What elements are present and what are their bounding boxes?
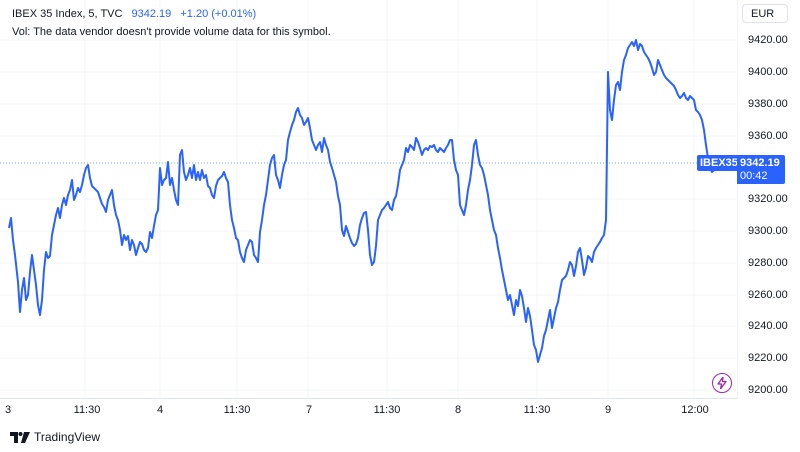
last-price: 9342.19 (131, 8, 172, 20)
price-tick: 9260.00 (748, 289, 788, 301)
last-price-label: 9342.19 00:42 (737, 155, 785, 184)
tradingview-attribution[interactable]: TradingView (10, 428, 100, 446)
price-axis[interactable]: 9420.00 9400.00 9380.00 9360.00 9320.00 … (737, 0, 800, 398)
time-tick: 7 (305, 404, 313, 416)
time-tick: 9 (604, 404, 612, 416)
symbol-title[interactable]: IBEX 35 Index, 5, TVC (12, 8, 123, 20)
price-tick: 9360.00 (748, 130, 788, 142)
price-tick: 9280.00 (748, 257, 788, 269)
price-tick: 9400.00 (748, 66, 788, 78)
time-axis[interactable]: 3 11:30 4 11:30 7 11:30 8 11:30 9 12:00 (0, 398, 737, 421)
time-tick: 11:30 (373, 404, 401, 416)
time-tick: 11:30 (73, 404, 101, 416)
price-change: +1.20 (+0.01%) (180, 8, 257, 20)
volume-note: Vol: The data vendor doesn't provide vol… (12, 26, 331, 38)
brand-name: TradingView (34, 430, 101, 444)
currency-button[interactable]: EUR (742, 4, 788, 23)
price-tick: 9320.00 (748, 193, 788, 205)
time-tick: 11:30 (523, 404, 551, 416)
flash-icon[interactable] (712, 373, 732, 393)
price-tick: 9380.00 (748, 98, 788, 110)
price-tick: 9300.00 (748, 225, 788, 237)
tradingview-logo-icon (10, 431, 30, 443)
last-price-value: 9342.19 (740, 157, 780, 169)
lightning-icon (717, 377, 727, 389)
price-tick: 9220.00 (748, 352, 788, 364)
time-tick: 12:00 (681, 404, 709, 416)
price-tick: 9420.00 (748, 34, 788, 46)
price-line (8, 39, 715, 363)
time-tick: 4 (156, 404, 164, 416)
time-tick: 8 (454, 404, 462, 416)
symbol-price-tag: IBEX35 (697, 155, 741, 171)
price-tick: 9200.00 (748, 384, 788, 396)
chart-legend: IBEX 35 Index, 5, TVC 9342.19 +1.20 (+0.… (12, 5, 331, 41)
chart-pane[interactable]: IBEX 35 Index, 5, TVC 9342.19 +1.20 (+0.… (0, 0, 741, 398)
time-tick: 11:30 (223, 404, 251, 416)
time-tick: 3 (4, 404, 12, 416)
price-tick: 9240.00 (748, 320, 788, 332)
bar-countdown: 00:42 (740, 170, 768, 182)
price-plot (0, 0, 737, 398)
grid-lines (0, 0, 737, 398)
